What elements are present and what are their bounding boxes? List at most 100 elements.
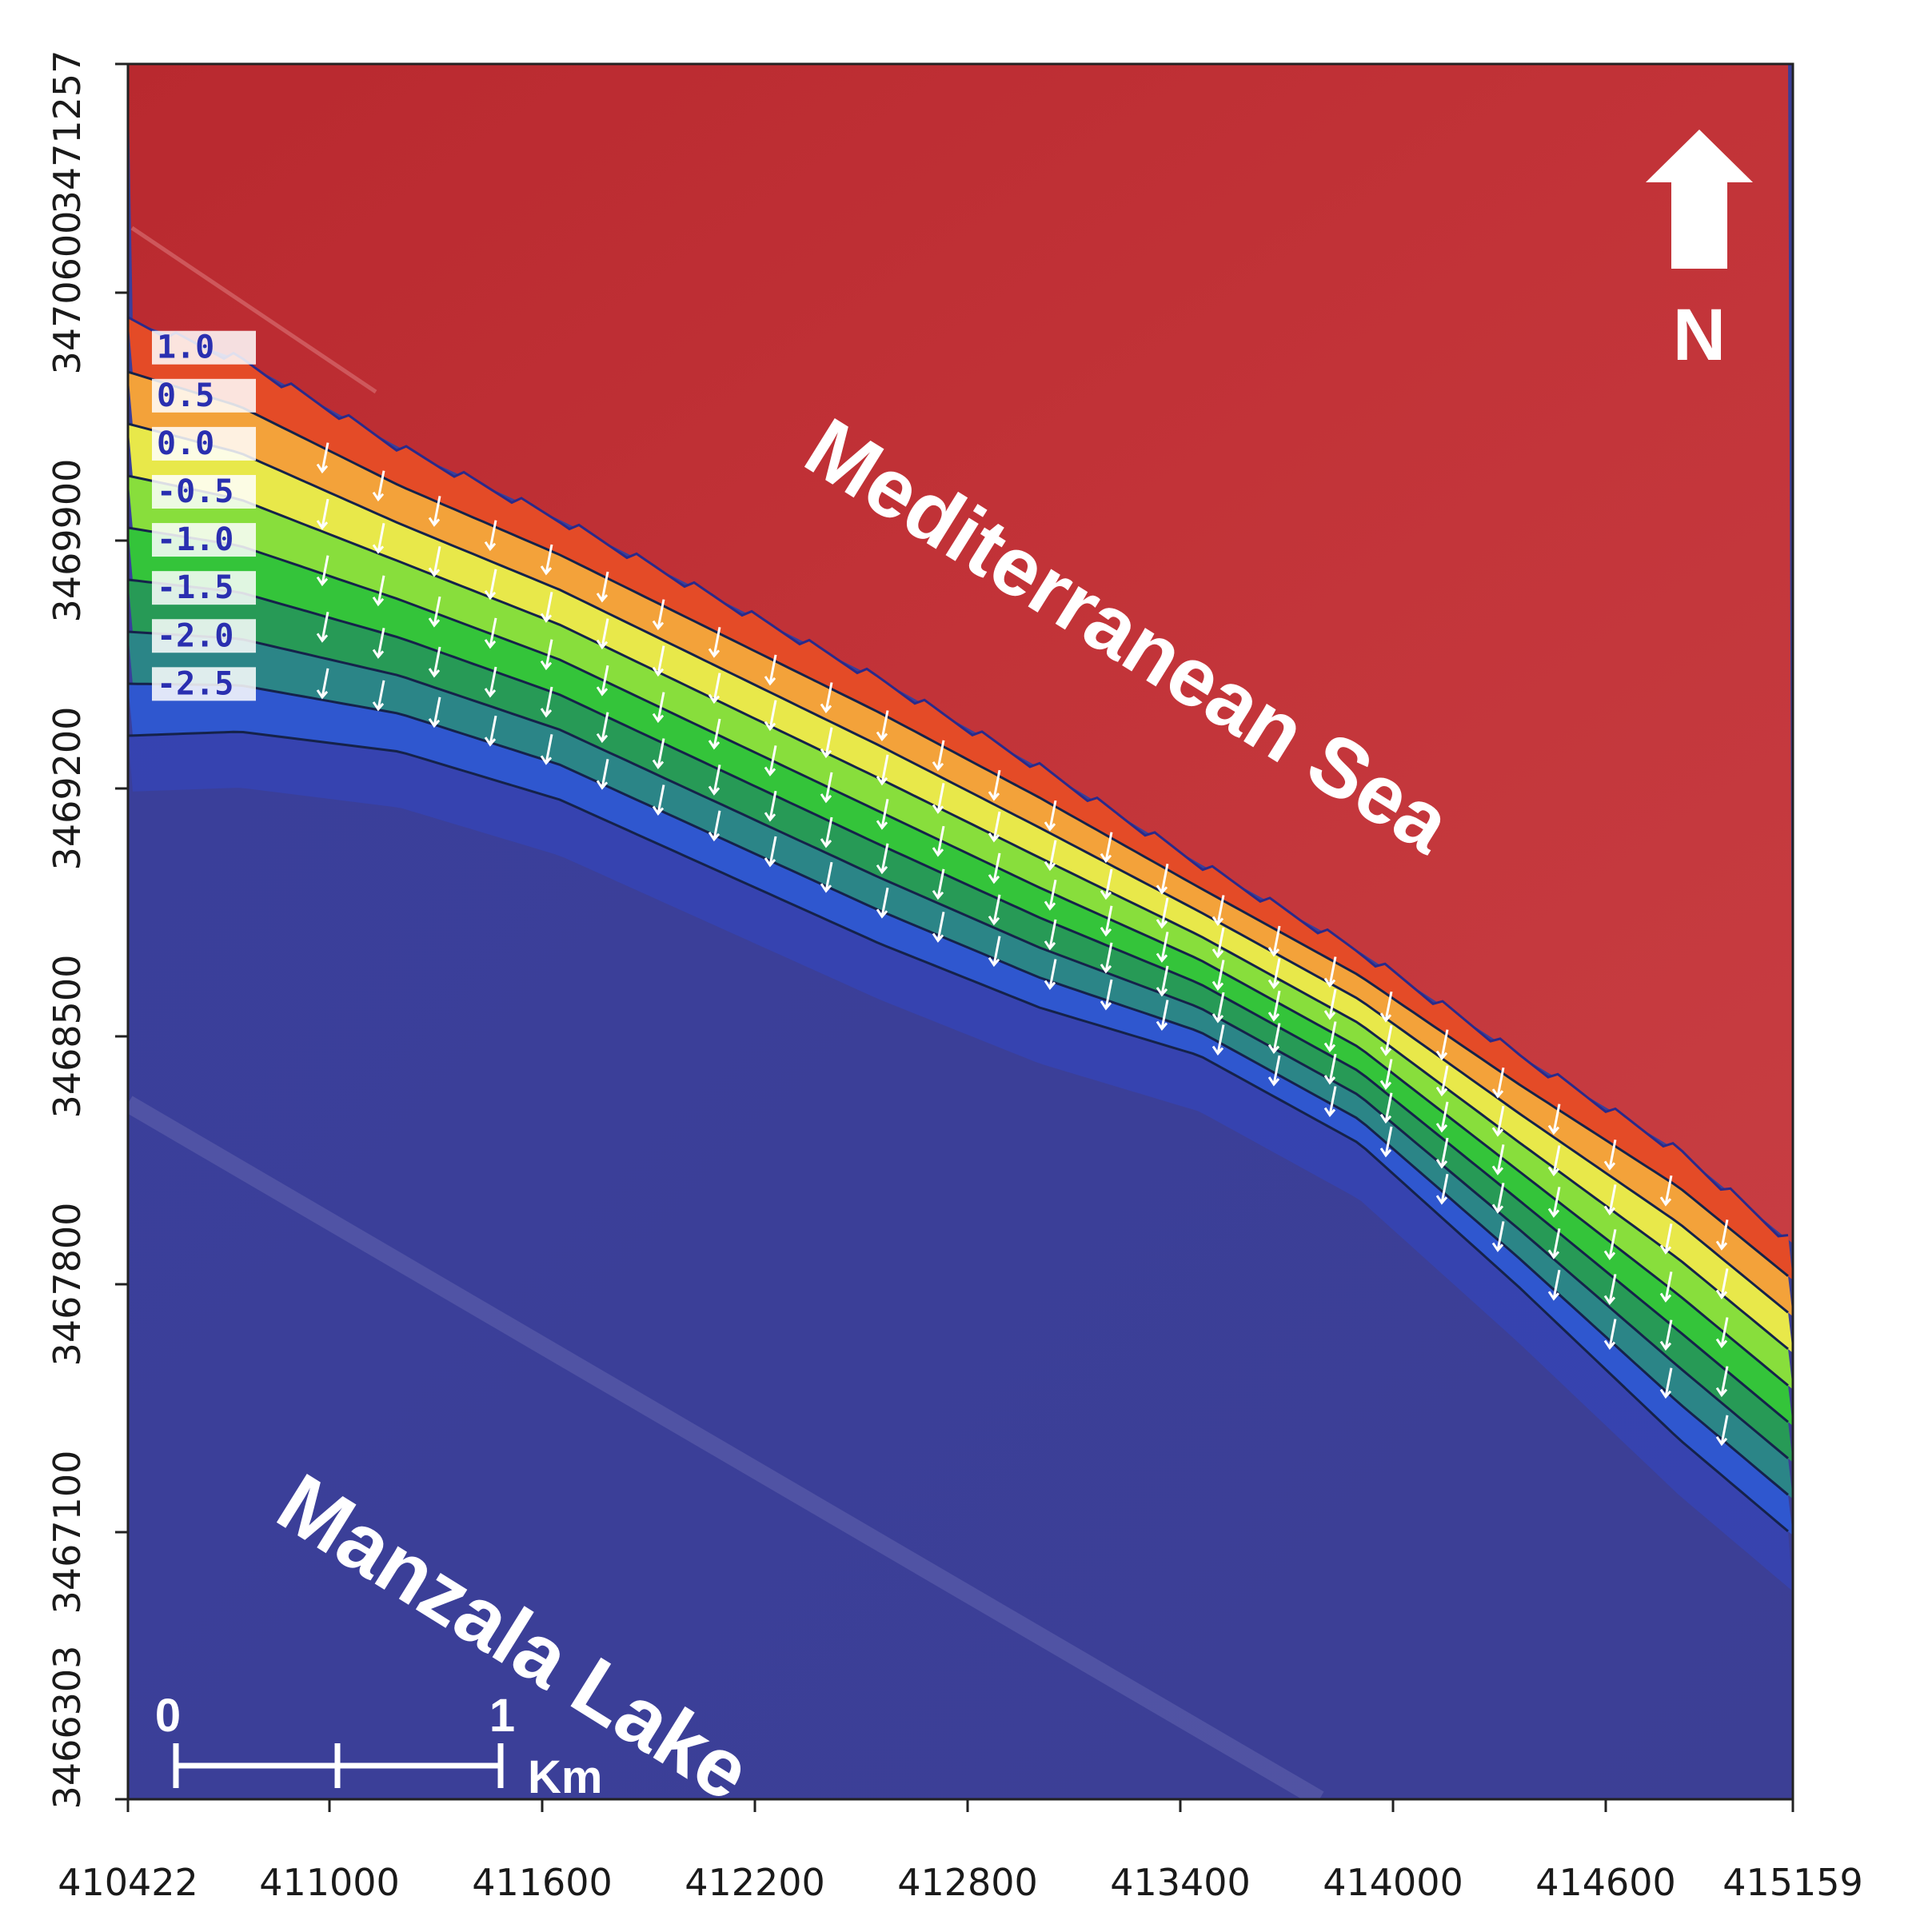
flow-arrow [652, 599, 665, 631]
contour-line [128, 630, 1789, 1459]
contour-band [128, 317, 1793, 1280]
flow-arrow [652, 692, 665, 724]
flow-arrow [1379, 1092, 1393, 1124]
flow-arrow [764, 700, 777, 732]
flow-arrow [1100, 979, 1113, 1011]
sea-area [128, 64, 1793, 1243]
contour-label: -2.0 [157, 617, 234, 654]
flow-arrow [1547, 1104, 1561, 1136]
flow-arrow [1379, 1059, 1393, 1090]
flow-arrow [1100, 868, 1113, 900]
flow-arrow [1603, 1140, 1617, 1171]
flow-arrow [484, 617, 497, 649]
contour-band [128, 424, 1793, 1353]
flow-arrow [316, 498, 329, 530]
flow-arrow [1491, 1183, 1505, 1214]
north-arrow-icon [1646, 130, 1753, 269]
flow-arrow [932, 740, 945, 772]
flow-arrow [988, 852, 1001, 884]
contour-line [128, 526, 1789, 1387]
flow-arrow [1156, 864, 1169, 895]
contour-line [128, 474, 1789, 1351]
flow-arrow [1715, 1219, 1729, 1251]
flow-arrow [1156, 965, 1169, 997]
contour-label-bg [152, 523, 256, 557]
flow-arrow [820, 727, 833, 759]
flow-arrow [1435, 1137, 1449, 1169]
flow-arrow [652, 645, 665, 677]
flow-arrow [1267, 1023, 1281, 1054]
contour-label-bg [152, 474, 256, 509]
contour-label-bg [152, 426, 256, 461]
flow-arrow [596, 618, 609, 650]
flow-arrow [820, 861, 833, 893]
flow-arrow [932, 825, 945, 857]
flow-arrow [1267, 1055, 1281, 1087]
flow-arrow [932, 912, 945, 943]
flow-arrow [708, 718, 721, 750]
flow-arrow [540, 592, 553, 623]
flow-arrow [1435, 1101, 1449, 1133]
flow-arrow [428, 697, 441, 728]
flow-arrow [1211, 895, 1225, 926]
flow-arrow [988, 894, 1001, 926]
flow-arrow [316, 668, 329, 700]
flow-arrow [1491, 1144, 1505, 1176]
y-tick-label: 3467800 [46, 1203, 89, 1367]
flow-arrow [764, 836, 777, 868]
sea-boundary-line [130, 226, 377, 394]
flow-arrow [820, 682, 833, 713]
y-tick-label: 3466303 [46, 1646, 89, 1810]
map-plot-area [128, 64, 1793, 1799]
contour-label-bg [152, 330, 256, 365]
y-tick-label: 3468500 [46, 955, 89, 1119]
x-tick-label: 410422 [58, 1861, 198, 1904]
flow-arrow [484, 715, 497, 747]
contour-line [128, 730, 1789, 1533]
north-label: N [1673, 294, 1726, 376]
contour-label: -2.5 [157, 665, 234, 702]
flow-arrow [1659, 1271, 1673, 1303]
flow-arrow [1211, 960, 1225, 991]
flow-arrow [988, 811, 1001, 843]
flow-arrow [876, 754, 889, 786]
flow-arrow [1603, 1274, 1617, 1305]
flow-arrow [1491, 1105, 1505, 1137]
flow-arrow [372, 523, 385, 554]
scale-end-label: 1 [489, 1690, 515, 1742]
flow-arrow [932, 868, 945, 900]
contour-label-bg [152, 378, 256, 413]
contour-line [128, 682, 1789, 1496]
flow-arrow [764, 745, 777, 776]
flow-arrow [1715, 1317, 1729, 1348]
x-tick-label: 413400 [1110, 1861, 1251, 1904]
x-tick-label: 414000 [1323, 1861, 1463, 1904]
flow-arrow [1715, 1268, 1729, 1299]
flow-arrow [596, 759, 609, 790]
flow-arrow [1603, 1184, 1617, 1215]
scale-start-label: 0 [155, 1690, 181, 1742]
x-tick-label: 415159 [1722, 1861, 1863, 1904]
flow-arrow [1156, 897, 1169, 929]
y-tick-label: 3471257 [46, 50, 89, 214]
flow-arrow [1211, 1024, 1225, 1056]
flow-arrow [540, 544, 553, 576]
flow-arrow [428, 596, 441, 628]
flow-arrow [1044, 880, 1057, 911]
flow-arrow [1547, 1269, 1561, 1301]
contour-lines [128, 316, 1789, 1533]
flow-arrow [1379, 991, 1393, 1023]
contour-label-bg [152, 667, 256, 701]
contour-label: 1.0 [157, 329, 214, 366]
flow-arrow [1659, 1319, 1673, 1351]
flow-arrow [1603, 1319, 1617, 1350]
flow-arrow [1156, 1000, 1169, 1031]
x-tick-label: 411600 [472, 1861, 613, 1904]
contour-band [128, 372, 1793, 1317]
flow-arrows [316, 442, 1729, 1447]
flow-arrow [988, 936, 1001, 968]
flow-arrow [484, 520, 497, 552]
contour-label: -1.5 [157, 569, 234, 606]
flow-arrow [428, 496, 441, 527]
